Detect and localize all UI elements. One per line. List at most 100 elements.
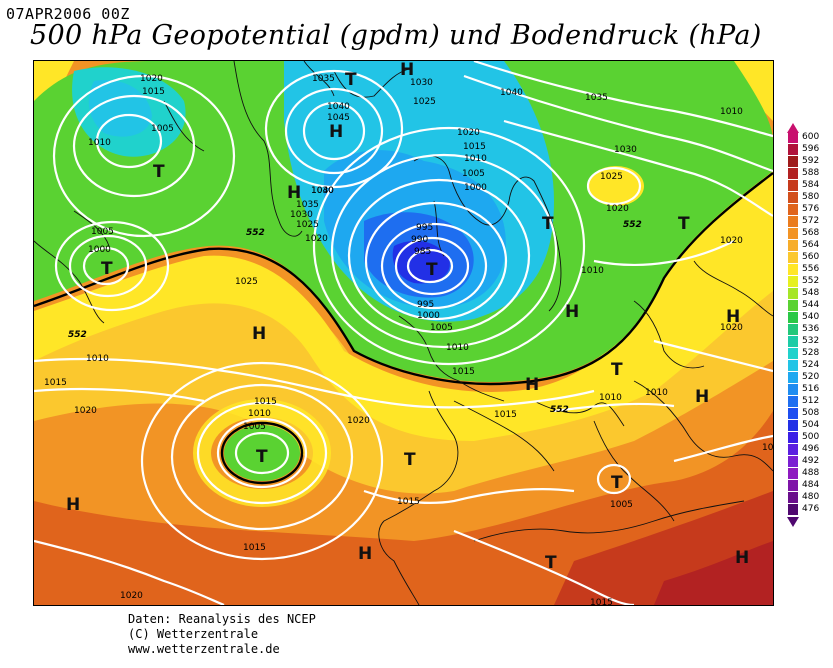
low-symbol: T — [678, 214, 690, 234]
legend-label: 572 — [802, 216, 820, 226]
credits: Daten: Reanalysis des NCEP (C) Wetterzen… — [128, 612, 316, 657]
legend-label: 576 — [802, 204, 820, 214]
legend-label: 484 — [802, 480, 820, 490]
contour-552-label: 552 — [246, 228, 265, 238]
contour-552-line — [34, 172, 773, 386]
legend-label: 520 — [802, 372, 820, 382]
gph-field-556-cutoff — [193, 399, 331, 507]
pressure-label: 1045 — [327, 113, 350, 123]
legend-label: 512 — [802, 396, 820, 406]
legend-label: 488 — [802, 468, 820, 478]
legend-label: 548 — [802, 288, 820, 298]
pressure-label: 1040 — [500, 88, 523, 98]
pressure-label: 1030 — [290, 210, 313, 220]
pressure-label: 1010 — [464, 154, 487, 164]
low-symbol: T — [426, 260, 438, 280]
legend-label: 524 — [802, 360, 820, 370]
legend-level: 508 — [784, 408, 830, 419]
pressure-label: 1015 — [397, 497, 420, 507]
legend-level: 596 — [784, 144, 830, 155]
legend-label: 480 — [802, 492, 820, 502]
legend-label: 508 — [802, 408, 820, 418]
legend-swatch — [788, 324, 798, 335]
pressure-label: 1040 — [327, 102, 350, 112]
pressure-label: 1010 — [645, 388, 668, 398]
legend-level: 564 — [784, 240, 830, 251]
pressure-label: 1020 — [120, 591, 143, 601]
legend-swatch — [788, 240, 798, 251]
legend-level: 480 — [784, 492, 830, 503]
pressure-label: 1020 — [606, 204, 629, 214]
legend-level: 488 — [784, 468, 830, 479]
pressure-label: 1000 — [88, 245, 111, 255]
legend-level: 532 — [784, 336, 830, 347]
contour-552-label: 552 — [623, 220, 642, 230]
legend-swatch — [788, 264, 798, 275]
high-symbol: H — [400, 61, 414, 80]
legend-level: 500 — [784, 432, 830, 443]
legend-swatch — [788, 456, 798, 467]
legend-label: 580 — [802, 192, 820, 202]
legend-label: 540 — [802, 312, 820, 322]
pressure-label: 995 — [416, 223, 433, 233]
legend-label: 532 — [802, 336, 820, 346]
low-symbol: T — [611, 473, 623, 493]
credits-url: www.wetterzentrale.de — [128, 642, 280, 656]
low-symbol: T — [256, 447, 268, 467]
legend-label: 492 — [802, 456, 820, 466]
legend-level: 484 — [784, 480, 830, 491]
pressure-label: 1015 — [452, 367, 475, 377]
legend-level: 548 — [784, 288, 830, 299]
low-symbol: T — [611, 360, 623, 380]
legend-swatch — [788, 180, 798, 191]
legend-swatch — [788, 468, 798, 479]
pressure-label: 1025 — [235, 277, 258, 287]
legend-swatch — [788, 408, 798, 419]
low-symbol: T — [345, 70, 357, 90]
legend-swatch — [788, 156, 798, 167]
legend-swatch — [788, 228, 798, 239]
legend-label: 500 — [802, 432, 820, 442]
legend-swatch — [788, 504, 798, 515]
legend-level: 496 — [784, 444, 830, 455]
pressure-label: 1005 — [430, 323, 453, 333]
legend-level: 576 — [784, 204, 830, 215]
legend-swatch — [788, 372, 798, 383]
legend-level: 556 — [784, 264, 830, 275]
legend-label: 556 — [802, 264, 820, 274]
pressure-label: 1010 — [86, 354, 109, 364]
legend-level: 552 — [784, 276, 830, 287]
legend-level: 580 — [784, 192, 830, 203]
legend-level: 584 — [784, 180, 830, 191]
pressure-label: 1025 — [296, 220, 319, 230]
high-symbol: H — [358, 544, 372, 564]
coastlines — [34, 61, 773, 605]
pressure-label: 1035 — [585, 93, 608, 103]
pressure-label: 1020 — [74, 406, 97, 416]
high-symbol: H — [735, 548, 749, 568]
pressure-label: 1035 — [312, 74, 335, 84]
pressure-label: 1030 — [311, 186, 334, 196]
pressure-label: 1010 — [720, 107, 743, 117]
low-symbol: T — [542, 214, 554, 234]
legend-swatch — [788, 168, 798, 179]
pressure-label: 1020 — [720, 323, 743, 333]
legend-swatch — [788, 276, 798, 287]
legend-level: 544 — [784, 300, 830, 311]
pressure-label: 990 — [411, 235, 428, 245]
high-symbol: H — [726, 307, 740, 327]
pressure-label: 1015 — [44, 378, 67, 388]
weather-map: 1020 1015 1035 1030 1040 1035 1010 1005 … — [33, 60, 774, 606]
high-symbol: H — [525, 375, 539, 395]
pressure-label: 985 — [414, 247, 431, 257]
legend-swatch — [788, 216, 798, 227]
credits-data-source: Daten: Reanalysis des NCEP — [128, 612, 316, 626]
high-symbol: H — [66, 495, 80, 515]
pressure-label: 1015 — [243, 543, 266, 553]
contour-552-label: 552 — [550, 405, 569, 415]
legend-swatch — [788, 192, 798, 203]
legend-swatch — [788, 144, 798, 155]
pressure-label: 1015 — [590, 598, 613, 605]
map-datetime: 07APR2006 00Z — [6, 5, 130, 23]
legend-swatch — [788, 336, 798, 347]
